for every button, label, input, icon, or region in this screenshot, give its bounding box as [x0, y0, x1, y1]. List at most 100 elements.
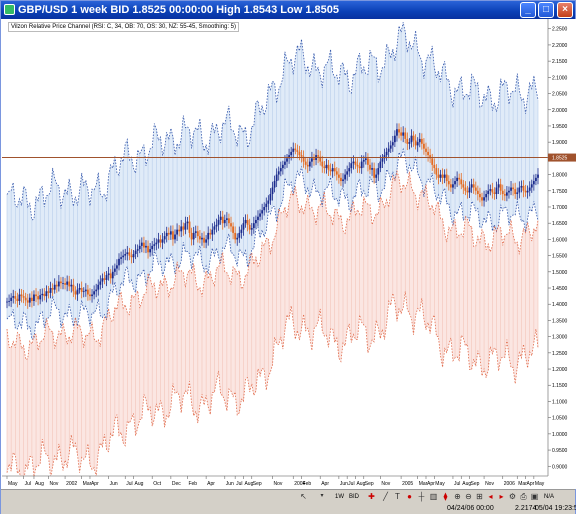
candle-body: [435, 168, 438, 175]
candle-body: [445, 174, 448, 182]
candle-body: [240, 229, 243, 233]
marker-icon[interactable]: ●: [407, 492, 412, 501]
y-axis-panel: [548, 19, 576, 489]
cursor-icon[interactable]: ↖: [300, 492, 307, 501]
candle-body: [70, 284, 73, 287]
x-tick-label: 2004: [294, 481, 305, 487]
candle-body: [302, 156, 305, 162]
candle-body: [209, 232, 212, 235]
price-chart[interactable]: 2.2500 2.2000 2.1500 2.1000 2.0500 2.0000 1.95…: [2, 19, 576, 489]
candle-body: [236, 237, 239, 240]
candle-body: [163, 236, 166, 240]
candle-body: [393, 135, 396, 143]
x-tick-label: Aug: [356, 481, 365, 487]
draw-tool-icon[interactable]: ✚: [368, 492, 375, 501]
candle-body: [228, 218, 230, 224]
candle-body: [250, 228, 253, 230]
candle-body: [6, 301, 8, 303]
candle-body: [331, 168, 334, 172]
x-tick-label: Apr: [427, 481, 435, 487]
candle-body: [132, 253, 135, 258]
zoom-in-icon[interactable]: ⊕: [454, 492, 461, 501]
y-tick-label: 1.6500: [552, 221, 568, 227]
window-titlebar[interactable]: GBP/USD 1 week BID 1.8525 00:00:00 High …: [1, 1, 575, 19]
candle-body: [275, 174, 278, 182]
camera-icon[interactable]: ▣: [530, 492, 539, 501]
candle-body: [234, 232, 237, 240]
x-axis-panel: [2, 476, 576, 489]
upper-band-top-line: [6, 22, 539, 221]
print-icon[interactable]: ⎙: [520, 492, 527, 501]
candle-body: [400, 132, 403, 136]
x-tick-label: Jul: [25, 481, 31, 487]
bar-chart-icon[interactable]: ▥: [429, 492, 438, 501]
y-tick-label: 1.2000: [552, 367, 568, 373]
candle-body: [53, 284, 56, 290]
scroll-left-icon[interactable]: ◂: [488, 492, 493, 501]
candle-body: [512, 187, 515, 190]
zoom-out-icon[interactable]: ⊖: [465, 492, 472, 501]
candle-body: [265, 203, 268, 207]
candle-body: [439, 174, 442, 178]
y-tick-label: 1.0000: [552, 432, 568, 438]
candle-body: [535, 177, 537, 182]
x-tick-label: Aug: [462, 481, 471, 487]
candle-body: [493, 192, 496, 195]
candle-body: [136, 249, 139, 251]
study-label[interactable]: Vilzon Relative Price Channel (RSI: C, 3…: [8, 22, 239, 32]
line-tool-icon[interactable]: ╱: [383, 492, 388, 501]
x-tick-label: Feb: [188, 481, 197, 487]
candle-body: [352, 161, 355, 164]
maximize-button[interactable]: □: [538, 2, 554, 18]
candle-body: [410, 135, 413, 143]
crosshair-icon[interactable]: ┼: [418, 492, 425, 501]
candle-body: [49, 288, 52, 293]
candle-body: [165, 232, 168, 237]
x-tick-label: Aug: [35, 481, 44, 487]
candle-body: [205, 239, 208, 243]
x-tick-label: Jul: [348, 481, 354, 487]
candle-body: [176, 229, 178, 235]
lower-band-bottom-line: [6, 291, 539, 488]
indicator-icon[interactable]: ⧫: [443, 492, 448, 501]
candle-body: [8, 300, 10, 302]
candle-body: [389, 145, 392, 149]
candle-body: [427, 151, 429, 156]
candle-body: [225, 218, 228, 220]
candle-body: [379, 161, 382, 169]
candle-body: [300, 155, 303, 157]
candle-body: [16, 298, 19, 301]
scroll-right-icon[interactable]: ▸: [499, 492, 504, 501]
candle-body: [526, 190, 529, 193]
candle-body: [362, 159, 365, 162]
fit-icon[interactable]: ⊞: [476, 492, 483, 501]
minimize-button[interactable]: _: [520, 2, 536, 18]
period-dropdown[interactable]: 1W: [335, 494, 344, 500]
chart-plot-area[interactable]: Vilzon Relative Price Channel (RSI: C, 3…: [2, 19, 576, 489]
x-tick-label: Apr: [207, 481, 215, 487]
candle-body: [431, 158, 434, 165]
x-tick-label: Dec: [172, 481, 181, 487]
candle-body: [360, 161, 363, 169]
candle-body: [178, 229, 181, 232]
candle-body: [192, 232, 195, 240]
candle-body: [501, 190, 504, 195]
candle-body: [396, 129, 398, 136]
candle-body: [91, 294, 93, 297]
candle-body: [103, 278, 106, 280]
candle-body: [296, 150, 299, 152]
candle-body: [369, 164, 371, 170]
symbol-dropdown[interactable]: ▾: [320, 493, 324, 499]
close-button[interactable]: ×: [557, 2, 573, 18]
candle-body: [458, 177, 461, 180]
y-tick-label: 2.2000: [552, 43, 568, 49]
x-tick-label: Mar: [83, 481, 92, 487]
text-tool-icon[interactable]: T: [395, 492, 400, 501]
candle-body: [508, 190, 510, 193]
side-dropdown[interactable]: BID: [349, 494, 360, 500]
settings-icon[interactable]: ⚙: [508, 492, 517, 501]
zoom-level[interactable]: N/A: [544, 494, 555, 500]
candle-body: [524, 190, 527, 193]
candle-body: [460, 179, 463, 185]
candle-body: [306, 164, 309, 167]
